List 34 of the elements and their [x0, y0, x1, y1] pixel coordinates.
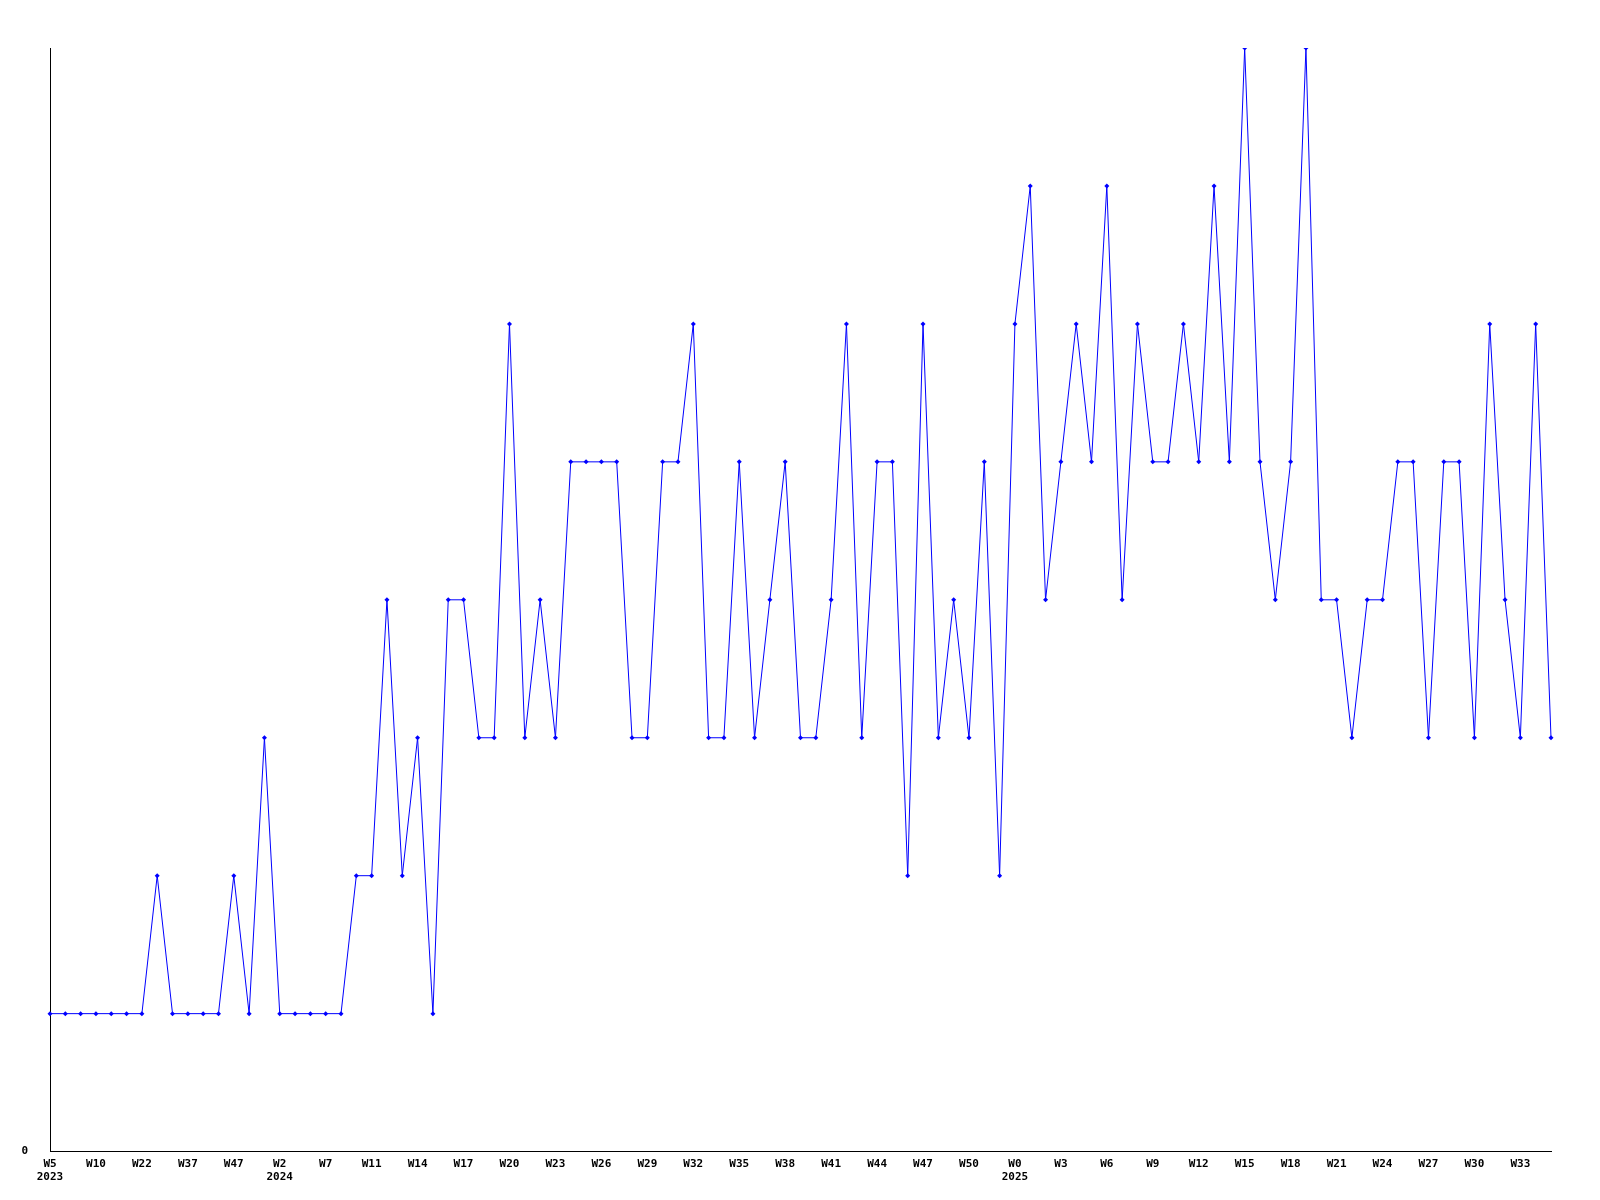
x-tick-label: W12: [1188, 1157, 1209, 1171]
x-tick-label: W32: [683, 1157, 704, 1171]
x-tick-label: W21: [1326, 1157, 1347, 1171]
x-tick-label: W47: [223, 1157, 244, 1171]
x-tick-label: W41: [821, 1157, 842, 1171]
x-tick-label: W14: [407, 1157, 428, 1171]
x-tick-label: W17: [453, 1157, 474, 1171]
x-tick-label: W2 2024: [266, 1157, 294, 1184]
x-tick-label: W24: [1372, 1157, 1393, 1171]
x-tick-label: W3: [1054, 1157, 1068, 1171]
x-tick-label: W35: [729, 1157, 750, 1171]
x-tick-label: W7: [319, 1157, 333, 1171]
x-tick-label: W37: [177, 1157, 198, 1171]
x-tick-label: W26: [591, 1157, 612, 1171]
x-tick-label: W47: [913, 1157, 933, 1171]
x-tick-label: W10: [86, 1157, 106, 1171]
x-tick-label: W5 2023: [36, 1157, 64, 1184]
x-tick-label: W20: [499, 1157, 520, 1171]
x-tick-label: W29: [637, 1157, 658, 1171]
x-tick-label: W11: [361, 1157, 382, 1171]
x-tick-label: W9: [1146, 1157, 1160, 1171]
x-tick-label: W38: [775, 1157, 796, 1171]
x-tick-label: W6: [1100, 1157, 1114, 1171]
x-tick-label: W15: [1234, 1157, 1255, 1171]
x-tick-label: W30: [1464, 1157, 1485, 1171]
x-tick-label: W0 2025: [1001, 1157, 1029, 1184]
x-tick-label: W22: [131, 1157, 152, 1171]
text: 0: [21, 1144, 28, 1158]
x-tick-label: W44: [867, 1157, 888, 1171]
x-tick-label: W50: [959, 1157, 979, 1171]
x-tick-label: W33: [1510, 1157, 1531, 1171]
x-tick-label: W27: [1418, 1157, 1439, 1171]
x-tick-label: W18: [1280, 1157, 1301, 1171]
x-tick-label: W23: [545, 1157, 566, 1171]
